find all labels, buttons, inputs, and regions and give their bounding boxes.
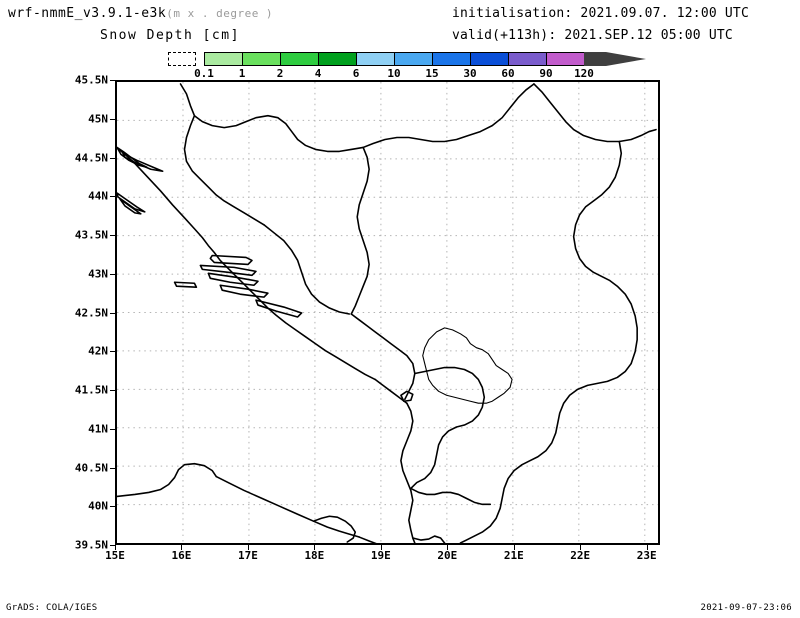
y-axis-tick [110,157,115,159]
colorbar-tick-10: 10 [387,67,401,80]
x-axis-label-20E: 20E [437,549,458,562]
colorbar-tick-0.1: 0.1 [194,67,214,80]
colorbar-cell-0.1 [204,52,242,66]
model-name: wrf-nmmE_v3.9.1-e3k [8,6,167,21]
y-axis-tick [110,545,115,546]
field-title: Snow Depth [cm] [100,28,240,43]
x-axis-label-22E: 22E [570,549,591,562]
colorbar-tick-90: 90 [539,67,553,80]
y-axis-label-45.5N: 45.5N [74,73,108,87]
colorbar-cell-4 [318,52,356,66]
colorbar-cell-15 [432,52,470,66]
colorbar-tick-4: 4 [314,67,322,80]
y-axis-tick [110,118,115,120]
gridlines [117,82,658,543]
y-axis-tick [110,467,115,469]
x-axis-tick [447,545,449,550]
y-axis-tick [110,235,115,236]
x-axis-tick [380,545,382,550]
colorbar-cell-60 [508,52,546,66]
colorbar-cell-6 [356,52,394,66]
y-axis-label-44N: 44N [88,189,108,203]
y-axis-tick [110,428,115,430]
render-timestamp: 2021-09-07-23:06 [700,603,792,613]
x-axis-label-23E: 23E [636,549,657,562]
y-axis-label-44.5N: 44.5N [74,151,108,164]
x-axis-tick [513,545,515,550]
y-axis-label-40.5N: 40.5N [74,461,108,474]
x-axis-label-15E: 15E [105,549,125,562]
y-axis-label-45N: 45N [88,112,108,126]
coastlines [117,146,446,543]
y-axis-tick [110,312,115,314]
colorbar-tick-2: 2 [276,67,284,80]
y-axis-tick [110,196,115,198]
colorbar-overflow-arrow [584,52,646,66]
initialisation-time: initialisation: 2021.09.07. 12:00 UTC [452,6,749,21]
y-axis-label-39.5N: 39.5N [74,538,108,552]
x-axis-tick [115,545,116,550]
y-axis-label-42N: 42N [88,344,108,358]
x-axis-tick [580,545,582,550]
x-axis-label-17E: 17E [237,549,258,562]
x-axis-tick [314,545,316,550]
colorbar-cell-10 [394,52,432,66]
colorbar-tick-120: 120 [574,67,594,80]
y-axis-tick [110,273,115,275]
grads-credit: GrADS: COLA/IGES [6,603,98,613]
colorbar-tick-1: 1 [238,67,246,80]
valid-time: valid(+113h): 2021.SEP.12 05:00 UTC [452,28,733,43]
model-title: wrf-nmmE_v3.9.1-e3k(m x . degree ) [8,6,273,21]
x-axis-label-18E: 18E [304,549,325,562]
y-axis-tick [110,390,115,391]
model-units: (m x . degree ) [166,7,274,20]
colorbar-cell-90 [546,52,584,66]
y-axis-label-43.5N: 43.5N [74,228,108,242]
colorbar-tick-15: 15 [425,67,439,80]
country-borders [179,83,657,543]
colorbar-cell-30 [470,52,508,66]
y-axis-label-42.5N: 42.5N [74,306,108,319]
x-axis-tick [181,545,183,550]
x-axis-label-21E: 21E [503,549,524,562]
y-axis-label-43N: 43N [88,267,108,281]
colorbar-tick-30: 30 [463,67,477,80]
x-axis-label-16E: 16E [171,549,192,562]
y-axis-label-41N: 41N [88,422,108,436]
colorbar-tick-60: 60 [501,67,515,80]
colorbar-cell-2 [280,52,318,66]
y-axis-tick [110,506,115,508]
y-axis-label-41.5N: 41.5N [74,383,108,397]
map-plot-area [115,80,660,545]
colorbar-tick-6: 6 [352,67,360,80]
y-axis-label-40N: 40N [88,499,108,513]
x-axis-label-19E: 19E [370,549,391,562]
map-geography [117,83,657,543]
colorbar-zero-swatch [168,52,196,66]
y-axis-tick [110,351,115,353]
x-axis-tick [247,545,249,550]
y-axis-tick [110,80,115,81]
x-axis-tick [646,545,648,550]
colorbar-cell-1 [242,52,280,66]
